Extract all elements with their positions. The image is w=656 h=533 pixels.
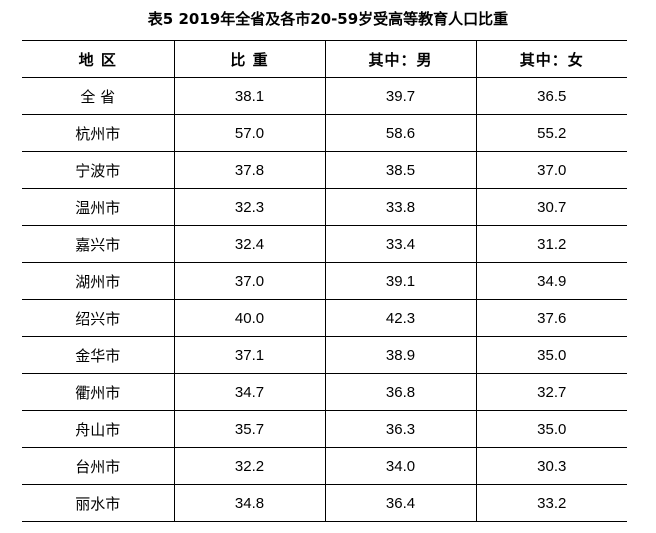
region-cell: 宁波市 bbox=[22, 151, 175, 189]
male-cell: 33.4 bbox=[324, 225, 477, 263]
male-cell: 58.6 bbox=[324, 114, 477, 152]
ratio-cell: 57.0 bbox=[173, 114, 326, 152]
female-cell: 37.0 bbox=[475, 151, 627, 189]
female-cell: 36.5 bbox=[475, 77, 627, 115]
region-cell: 嘉兴市 bbox=[22, 225, 175, 263]
ratio-cell: 40.0 bbox=[173, 299, 326, 337]
ratio-cell: 34.8 bbox=[173, 484, 326, 522]
region-cell: 丽水市 bbox=[22, 484, 175, 522]
male-cell: 36.3 bbox=[324, 410, 477, 448]
male-cell: 39.7 bbox=[324, 77, 477, 115]
region-cell: 台州市 bbox=[22, 447, 175, 485]
table-row: 温州市 32.3 33.8 30.7 bbox=[22, 188, 627, 226]
region-cell: 衢州市 bbox=[22, 373, 175, 411]
table-body: 全 省 38.1 39.7 36.5 杭州市 57.0 58.6 55.2 宁波市 37.8 38.… bbox=[22, 77, 627, 522]
table-row: 台州市 32.2 34.0 30.3 bbox=[22, 447, 627, 485]
male-cell: 38.9 bbox=[324, 336, 477, 374]
male-cell: 36.8 bbox=[324, 373, 477, 411]
table-row: 金华市 37.1 38.9 35.0 bbox=[22, 336, 627, 374]
female-cell: 30.3 bbox=[475, 447, 627, 485]
header-male: 其中：男 bbox=[324, 40, 477, 78]
ratio-cell: 32.3 bbox=[173, 188, 326, 226]
region-cell: 金华市 bbox=[22, 336, 175, 374]
male-cell: 36.4 bbox=[324, 484, 477, 522]
cropped-footnote bbox=[0, 522, 120, 533]
female-cell: 37.6 bbox=[475, 299, 627, 337]
table-row: 湖州市 37.0 39.1 34.9 bbox=[22, 262, 627, 300]
region-cell: 舟山市 bbox=[22, 410, 175, 448]
table-row: 宁波市 37.8 38.5 37.0 bbox=[22, 151, 627, 189]
ratio-cell: 37.1 bbox=[173, 336, 326, 374]
table-row: 舟山市 35.7 36.3 35.0 bbox=[22, 410, 627, 448]
region-cell: 杭州市 bbox=[22, 114, 175, 152]
ratio-cell: 35.7 bbox=[173, 410, 326, 448]
female-cell: 55.2 bbox=[475, 114, 627, 152]
male-cell: 33.8 bbox=[324, 188, 477, 226]
table-row: 全 省 38.1 39.7 36.5 bbox=[22, 77, 627, 115]
female-cell: 35.0 bbox=[475, 410, 627, 448]
table-row: 杭州市 57.0 58.6 55.2 bbox=[22, 114, 627, 152]
ratio-cell: 32.2 bbox=[173, 447, 326, 485]
male-cell: 34.0 bbox=[324, 447, 477, 485]
region-cell: 绍兴市 bbox=[22, 299, 175, 337]
table-row: 嘉兴市 32.4 33.4 31.2 bbox=[22, 225, 627, 263]
male-cell: 39.1 bbox=[324, 262, 477, 300]
table-row: 绍兴市 40.0 42.3 37.6 bbox=[22, 299, 627, 337]
table-header-row: 地 区 比 重 其中：男 其中：女 bbox=[22, 40, 627, 78]
region-cell: 温州市 bbox=[22, 188, 175, 226]
region-cell: 全 省 bbox=[22, 77, 175, 115]
female-cell: 35.0 bbox=[475, 336, 627, 374]
female-cell: 32.7 bbox=[475, 373, 627, 411]
ratio-cell: 37.8 bbox=[173, 151, 326, 189]
female-cell: 31.2 bbox=[475, 225, 627, 263]
header-ratio: 比 重 bbox=[173, 40, 326, 78]
ratio-cell: 37.0 bbox=[173, 262, 326, 300]
table-row: 衢州市 34.7 36.8 32.7 bbox=[22, 373, 627, 411]
ratio-cell: 38.1 bbox=[173, 77, 326, 115]
table-row: 丽水市 34.8 36.4 33.2 bbox=[22, 484, 627, 522]
female-cell: 34.9 bbox=[475, 262, 627, 300]
data-table: 地 区 比 重 其中：男 其中：女 全 省 38.1 39.7 36.5 杭州市 57.0… bbox=[22, 40, 627, 522]
header-region: 地 区 bbox=[22, 40, 175, 78]
female-cell: 33.2 bbox=[475, 484, 627, 522]
header-female: 其中：女 bbox=[475, 40, 627, 78]
ratio-cell: 34.7 bbox=[173, 373, 326, 411]
table-title: 表5 2019年全省及各市20-59岁受高等教育人口比重 bbox=[147, 10, 509, 28]
male-cell: 42.3 bbox=[324, 299, 477, 337]
ratio-cell: 32.4 bbox=[173, 225, 326, 263]
female-cell: 30.7 bbox=[475, 188, 627, 226]
region-cell: 湖州市 bbox=[22, 262, 175, 300]
male-cell: 38.5 bbox=[324, 151, 477, 189]
